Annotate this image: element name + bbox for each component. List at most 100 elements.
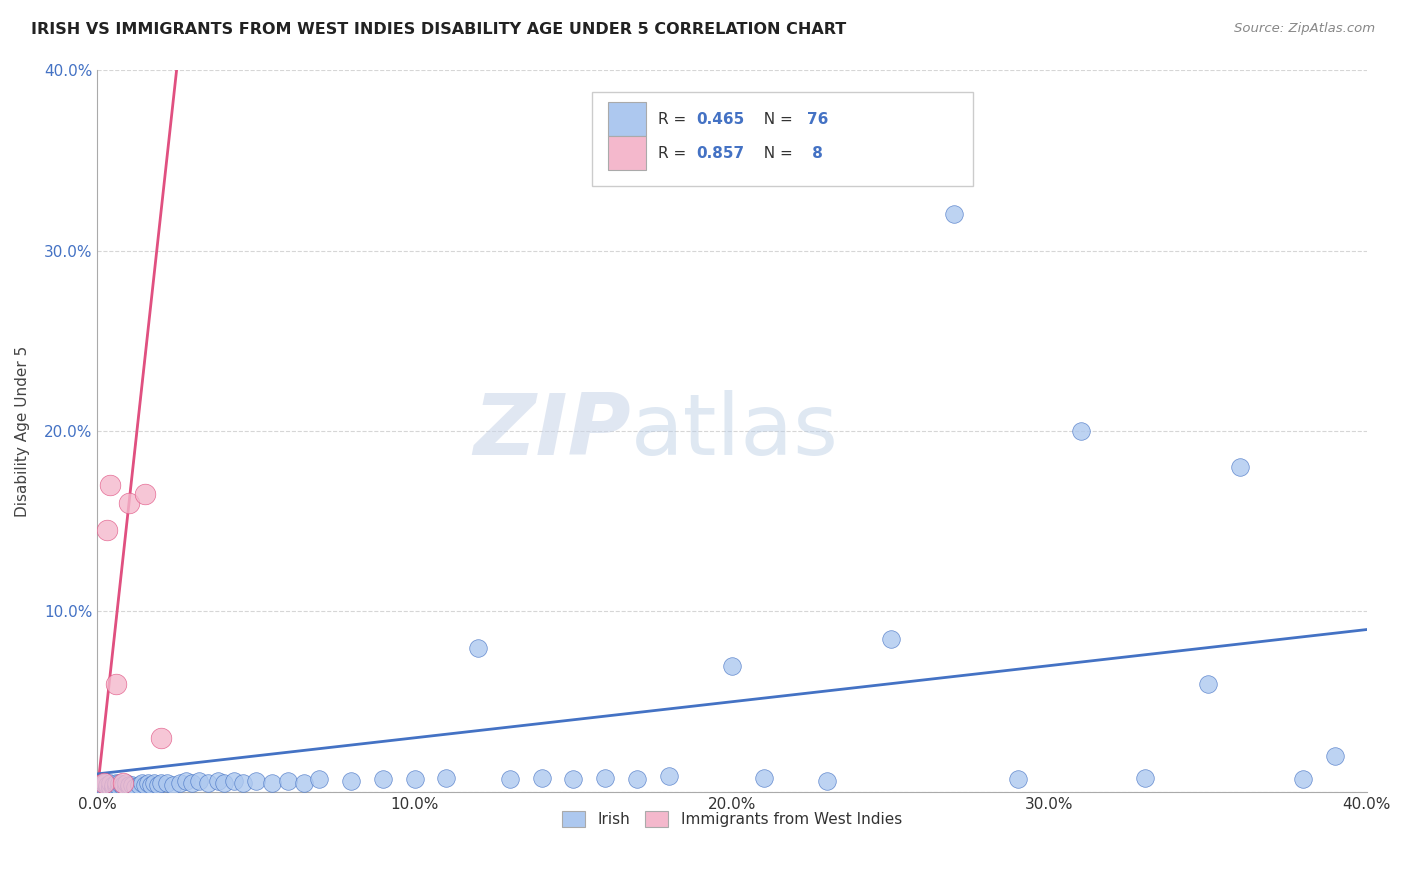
Point	[277, 774, 299, 789]
Text: Source: ZipAtlas.com: Source: ZipAtlas.com	[1234, 22, 1375, 36]
Point	[880, 632, 903, 646]
Point	[93, 776, 115, 790]
Text: R =: R =	[658, 112, 692, 127]
Point	[260, 776, 283, 790]
Point	[340, 774, 363, 789]
Point	[626, 772, 648, 787]
Point	[149, 776, 172, 790]
Point	[943, 207, 966, 221]
Point	[105, 780, 128, 794]
Point	[105, 776, 128, 790]
Point	[114, 780, 136, 794]
Point	[108, 776, 131, 790]
Point	[98, 776, 121, 790]
FancyBboxPatch shape	[607, 136, 645, 170]
Point	[207, 774, 229, 789]
Point	[101, 781, 124, 796]
Text: N =: N =	[754, 112, 797, 127]
Point	[156, 776, 179, 790]
Point	[593, 771, 616, 785]
Point	[101, 780, 124, 794]
Legend: Irish, Immigrants from West Indies: Irish, Immigrants from West Indies	[554, 804, 910, 835]
Point	[124, 780, 146, 794]
Point	[499, 772, 522, 787]
Point	[530, 771, 553, 785]
Point	[101, 778, 124, 792]
Point	[162, 778, 184, 792]
Point	[1229, 460, 1251, 475]
Point	[93, 778, 115, 792]
Point	[174, 774, 197, 789]
Point	[89, 780, 111, 794]
Point	[118, 496, 141, 510]
Point	[111, 780, 134, 794]
Point	[1292, 772, 1315, 787]
Point	[96, 781, 118, 796]
Point	[197, 776, 219, 790]
Text: ZIP: ZIP	[472, 390, 630, 473]
Point	[371, 772, 394, 787]
Point	[121, 778, 143, 792]
Point	[1133, 771, 1156, 785]
Text: N =: N =	[754, 145, 797, 161]
Point	[105, 676, 128, 690]
Point	[187, 774, 209, 789]
Point	[752, 771, 775, 785]
Point	[134, 487, 156, 501]
Point	[404, 772, 426, 787]
Text: R =: R =	[658, 145, 692, 161]
Point	[118, 780, 141, 794]
Point	[93, 780, 115, 794]
Point	[98, 780, 121, 794]
Point	[146, 778, 169, 792]
Point	[136, 776, 159, 790]
Point	[222, 774, 245, 789]
Text: 0.857: 0.857	[696, 145, 745, 161]
Point	[134, 778, 156, 792]
Text: IRISH VS IMMIGRANTS FROM WEST INDIES DISABILITY AGE UNDER 5 CORRELATION CHART: IRISH VS IMMIGRANTS FROM WEST INDIES DIS…	[31, 22, 846, 37]
Point	[245, 774, 267, 789]
FancyBboxPatch shape	[607, 102, 645, 136]
Point	[1197, 676, 1219, 690]
Point	[105, 778, 128, 792]
Point	[181, 776, 204, 790]
Point	[815, 774, 838, 789]
Point	[108, 780, 131, 794]
Point	[96, 523, 118, 537]
Point	[114, 776, 136, 790]
Point	[143, 776, 166, 790]
Point	[292, 776, 315, 790]
Point	[111, 778, 134, 792]
Point	[232, 776, 254, 790]
Point	[96, 780, 118, 794]
Point	[1070, 424, 1092, 438]
Point	[434, 771, 457, 785]
Point	[169, 776, 191, 790]
Point	[96, 778, 118, 792]
Point	[128, 778, 150, 792]
Point	[141, 778, 163, 792]
Point	[98, 781, 121, 796]
FancyBboxPatch shape	[592, 92, 973, 186]
Point	[308, 772, 330, 787]
Point	[111, 776, 134, 790]
Point	[467, 640, 489, 655]
Point	[1324, 748, 1347, 763]
Point	[89, 781, 111, 796]
Point	[658, 769, 681, 783]
Point	[131, 776, 153, 790]
Point	[89, 778, 111, 792]
Point	[149, 731, 172, 745]
Point	[93, 776, 115, 790]
Point	[98, 478, 121, 492]
Point	[1007, 772, 1029, 787]
Text: 76: 76	[807, 112, 828, 127]
Y-axis label: Disability Age Under 5: Disability Age Under 5	[15, 345, 30, 516]
Point	[721, 658, 744, 673]
Text: atlas: atlas	[630, 390, 838, 473]
Point	[118, 778, 141, 792]
Text: 8: 8	[807, 145, 823, 161]
Point	[212, 776, 235, 790]
Point	[93, 781, 115, 796]
Point	[562, 772, 585, 787]
